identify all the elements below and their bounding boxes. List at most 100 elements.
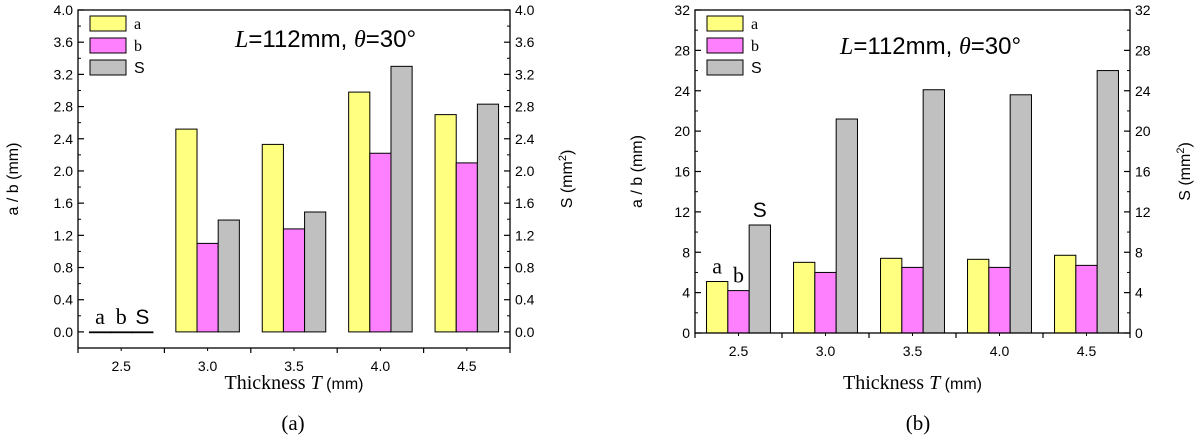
x-tick-label-2.5: 2.5: [111, 358, 131, 374]
panel-label: (b): [906, 411, 931, 435]
x-tick-label-3.5: 3.5: [903, 343, 923, 359]
chart-panel-1: a b S0.0 0.00.4 0.40.8 0.81.2 1.21.6 1.62.0 2.02…: [5, 2, 576, 435]
x-tick-label-2.5: 2.5: [729, 343, 749, 359]
y-tick-label-left: 1.6: [54, 195, 74, 211]
bar-a-3.5: [261, 143, 284, 333]
bar-b-3.0: [196, 242, 219, 333]
bar-a-4.5: [1054, 254, 1077, 334]
y-tick-label-left: 1.2: [54, 227, 74, 243]
y-tick-label-right: 2.0: [515, 163, 535, 179]
y-tick-label-left: 4: [682, 285, 690, 301]
bar-s-3.5: [922, 89, 945, 334]
y-tick-label-left: 12: [674, 204, 690, 220]
y-axis-title-right: S (mm2): [1175, 142, 1194, 201]
y-tick-label-left: 20: [674, 123, 690, 139]
x-tick-label-3.0: 3.0: [816, 343, 836, 359]
legend-swatch-b: [706, 37, 744, 54]
bar-label-b: b: [733, 263, 744, 288]
x-axis-title: Thickness T (mm): [843, 372, 982, 394]
x-ticks: 2.5 3.0 3.5 4.0 4.5: [694, 333, 1131, 359]
x-tick-label-4.5: 4.5: [1077, 343, 1097, 359]
y-tick-label-right: 3.2: [515, 66, 535, 82]
x-axis-title-text: Thickness: [225, 372, 311, 394]
bar-s-3.0: [217, 219, 240, 333]
y-tick-label-right: 0: [1135, 325, 1143, 341]
y-tick-label-left: 0.8: [54, 260, 74, 276]
y-axis-title-right: S (mm2): [557, 150, 576, 209]
y-axis-title-right-close: ): [1177, 142, 1194, 147]
y-tick-label-right: 4.0: [515, 2, 535, 18]
bar-a-3.5: [880, 257, 903, 334]
annotation-L-symbol: L: [839, 34, 853, 60]
y-tick-label-right: 12: [1135, 204, 1151, 220]
y-tick-label-right: 1.6: [515, 195, 535, 211]
y-tick-label-right: 2.4: [515, 131, 535, 147]
y-tick-label-right: 16: [1135, 164, 1151, 180]
bar-a-4.0: [348, 91, 371, 333]
annotation-parameters: L=112mm, θ=30°: [839, 33, 1021, 60]
y-tick-label-left: 24: [674, 83, 690, 99]
bar-s-2.5: [131, 331, 154, 334]
y-tick-label-left: 3.2: [54, 66, 74, 82]
bar-b-3.5: [282, 228, 306, 333]
y-tick-label-left: 2.4: [54, 131, 74, 147]
y-tick-label-left: 0: [682, 325, 690, 341]
y-tick-label-right: 20: [1135, 123, 1151, 139]
y-tick-label-right: 3.6: [515, 34, 535, 50]
bar-s-4.0: [390, 65, 413, 333]
y-tick-label-left: 32: [674, 2, 690, 18]
x-axis-title: Thickness T (mm): [225, 372, 364, 394]
x-tick-label-3.0: 3.0: [198, 358, 218, 374]
x-ticks: 2.5 3.0 3.5 4.0 4.5: [77, 348, 511, 374]
y-tick-label-right: 8: [1135, 244, 1143, 260]
x-axis-title-text: Thickness: [843, 372, 929, 394]
y-tick-label-right: 2.8: [515, 99, 535, 115]
bar-label-b: b: [116, 304, 127, 329]
y-axis-title-left: a / b (mm): [5, 143, 22, 216]
bar-s-2.5: [748, 224, 771, 334]
bar-s-4.5: [476, 103, 500, 333]
legend-label-s: S: [751, 60, 762, 77]
y-ticks: 0.0 0.0 0.4 0.4 0.8 0.8 1.2 1.2 1.6 1.6 2.0 2.0 2.4 2…: [54, 2, 535, 340]
legend-label-a: a: [134, 16, 141, 33]
legend-label-b: b: [751, 38, 759, 55]
y-tick-label-right: 1.2: [515, 227, 535, 243]
y-tick-label-left: 8: [682, 244, 690, 260]
bar-s-3.0: [835, 118, 858, 334]
y-tick-label-right: 0.8: [515, 260, 535, 276]
x-tick-label-3.5: 3.5: [284, 358, 304, 374]
y-tick-label-left: 16: [674, 164, 690, 180]
y-tick-label-right: 0.4: [515, 292, 535, 308]
y-axis-title-right-sup: 2: [557, 155, 569, 161]
y-axis-title-right-close: ): [559, 150, 576, 155]
x-axis-title-var: T: [311, 372, 324, 394]
y-tick-label-right: 0.0: [515, 324, 535, 340]
legend-label-a: a: [751, 16, 758, 33]
bar-a-4.0: [967, 258, 990, 334]
x-axis-title-unit: (mm): [940, 376, 982, 393]
y-tick-label-left: 0.4: [54, 292, 74, 308]
bar-a-2.5: [706, 281, 729, 334]
y-tick-label-left: 4.0: [54, 2, 74, 18]
x-tick-label-4.0: 4.0: [371, 358, 391, 374]
legend-label-b: b: [134, 38, 142, 55]
y-tick-label-left: 2.8: [54, 99, 74, 115]
bar-a-3.0: [175, 128, 198, 333]
y-axis-title-right-sup: 2: [1175, 148, 1187, 154]
legend-swatch-s: [706, 59, 744, 76]
annotation-L-value: =112mm,: [248, 26, 354, 53]
legend-label-s: S: [134, 60, 145, 77]
panel-label: (a): [281, 411, 304, 435]
bar-label-s: S: [753, 199, 767, 222]
y-tick-label-right: 24: [1135, 83, 1151, 99]
x-axis-title-unit: (mm): [322, 376, 364, 393]
bars: [88, 65, 500, 334]
bar-s-4.5: [1096, 70, 1119, 334]
bar-b-3.5: [901, 266, 924, 334]
annotation-theta-value: =30°: [366, 26, 416, 53]
bar-b-4.5: [1075, 264, 1098, 334]
bar-label-s: S: [135, 306, 149, 329]
bar-s-3.5: [304, 211, 327, 333]
y-axis-title-right-text: S (mm: [559, 161, 576, 208]
